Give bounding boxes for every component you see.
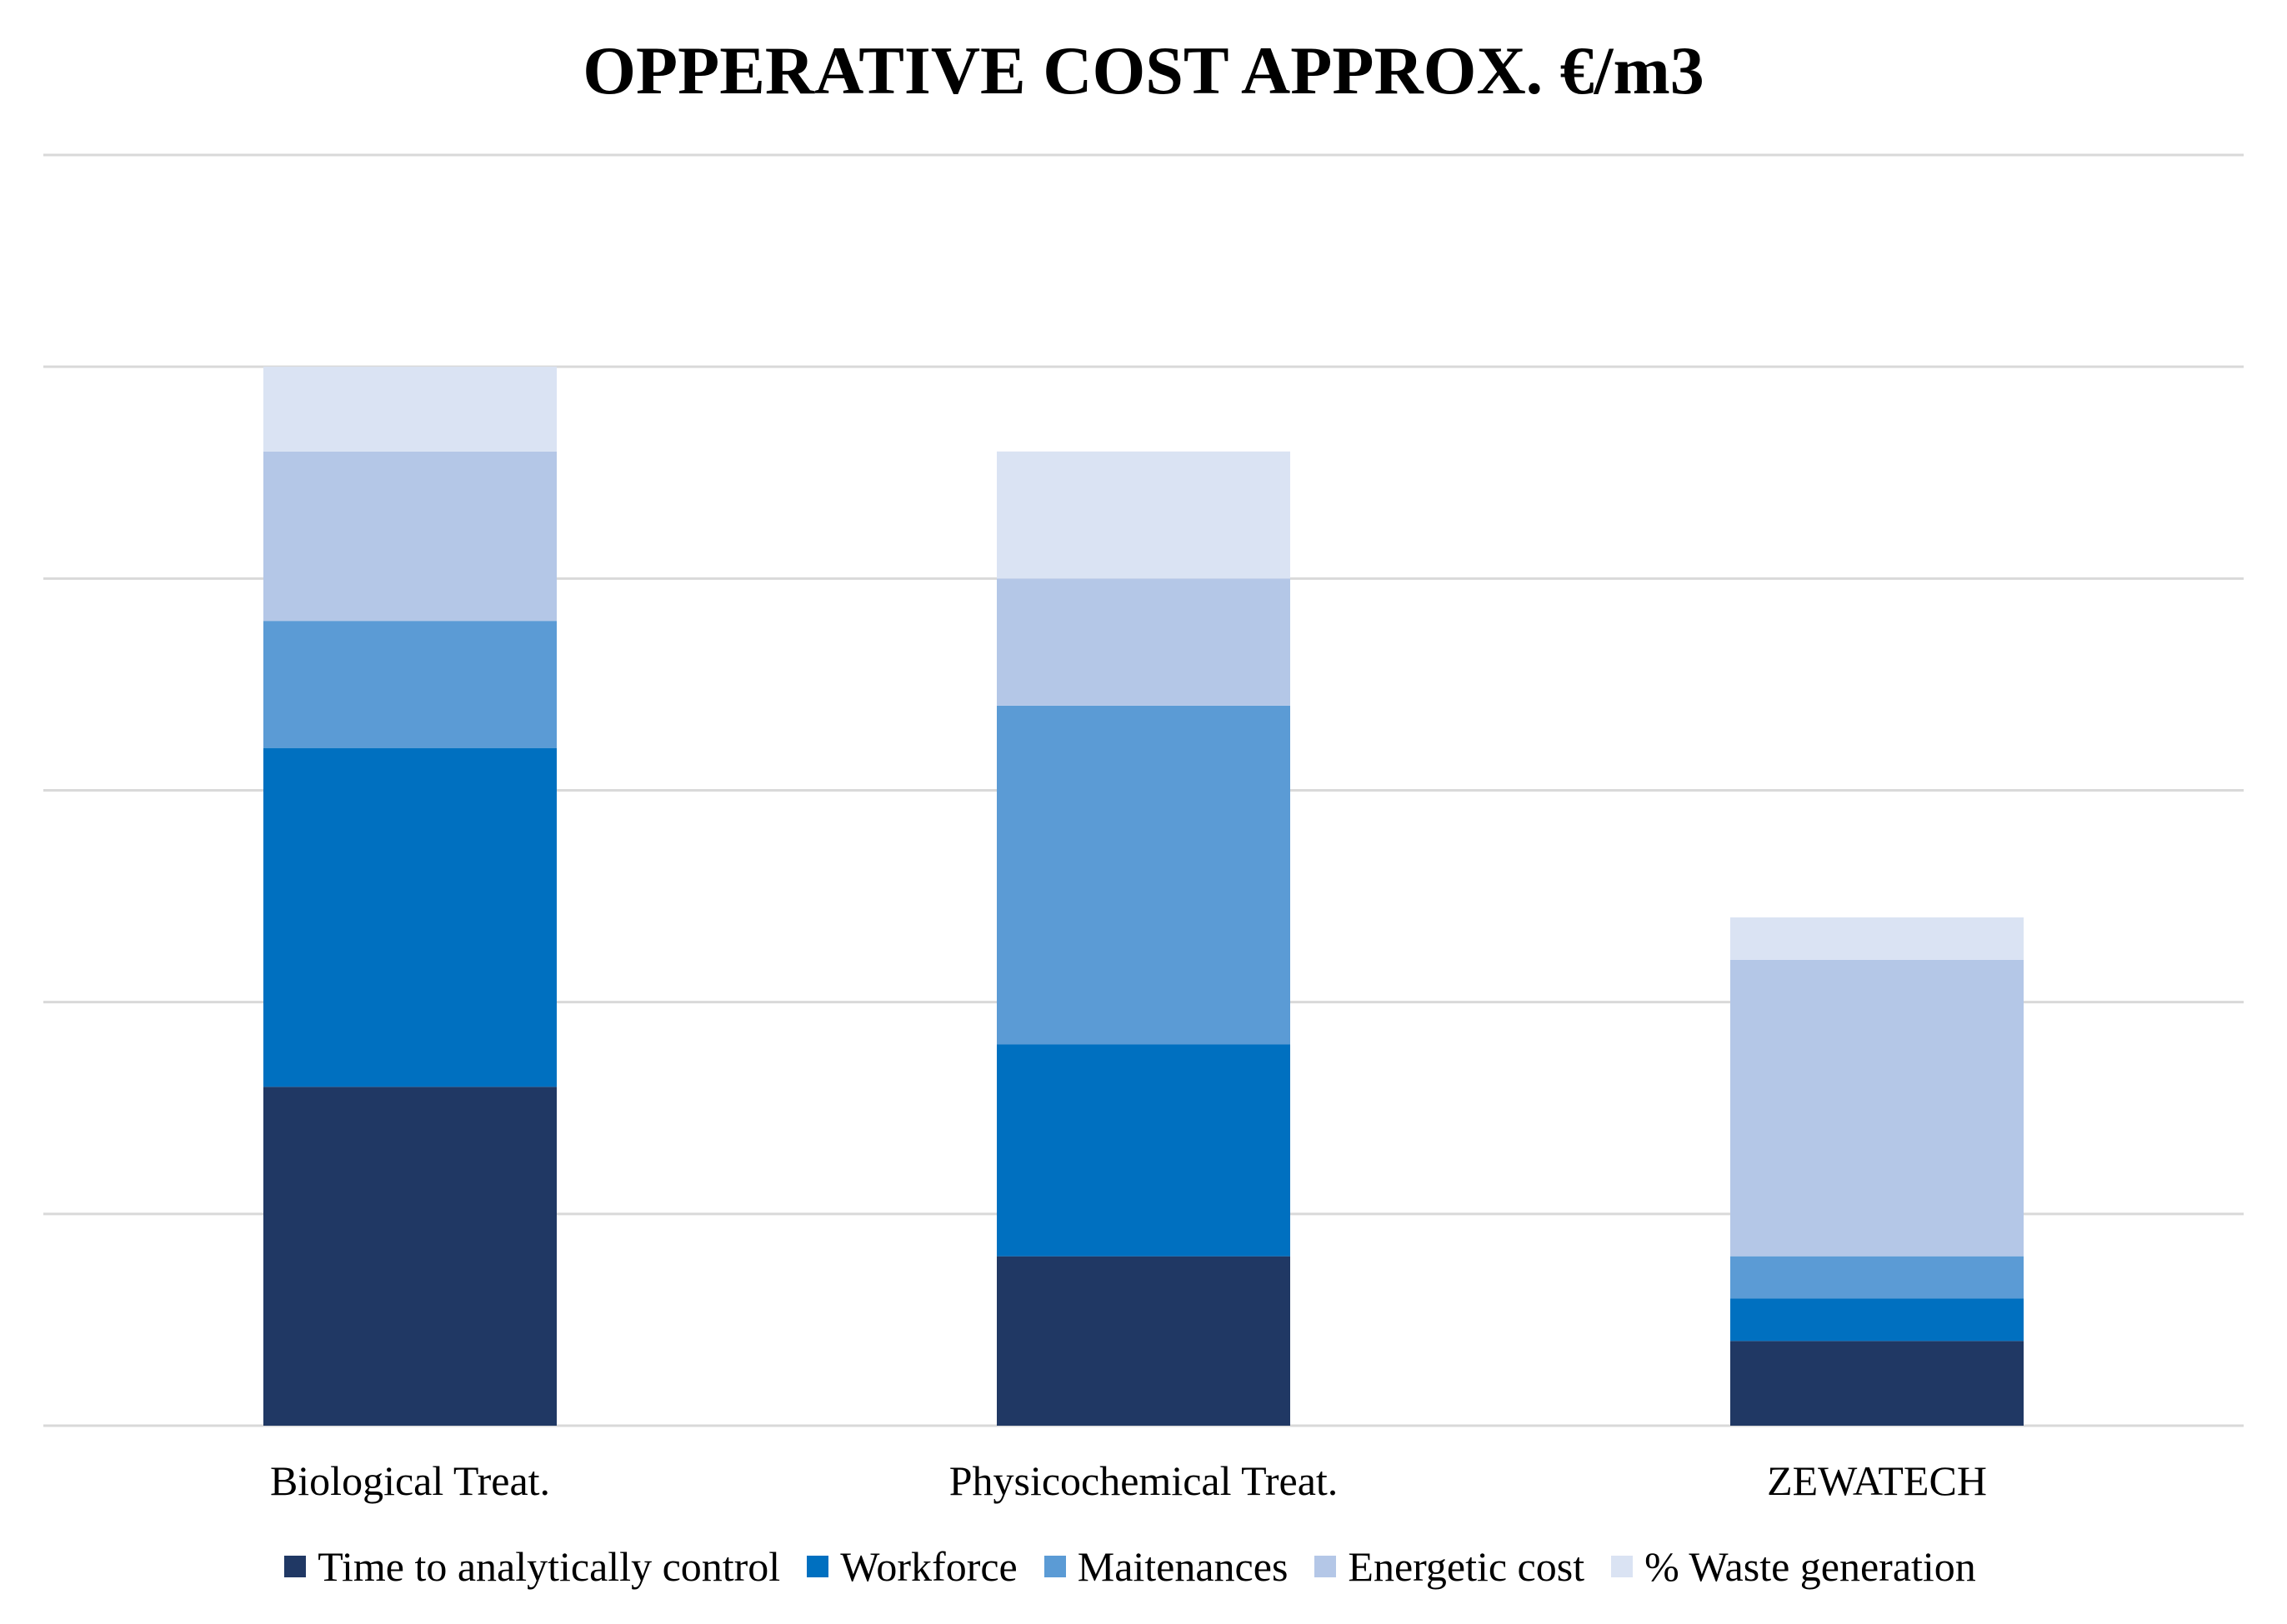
legend-item: Maitenances — [1043, 1542, 1289, 1591]
bar-segment — [263, 451, 557, 622]
bar-segment — [1730, 1341, 2024, 1426]
legend-swatch — [807, 1556, 829, 1577]
bar-segment — [1730, 917, 2024, 960]
legend-label: Time to analytically control — [318, 1543, 781, 1590]
bar-segment — [1730, 959, 2024, 1257]
chart-title: OPPERATIVE COST APPROX. €/m3 — [583, 32, 1704, 108]
legend-label: Maitenances — [1077, 1543, 1289, 1590]
bar-segment — [997, 1256, 1290, 1426]
legend-swatch — [1043, 1556, 1066, 1577]
bar-segment — [1730, 1298, 2024, 1342]
legend-swatch — [1314, 1556, 1337, 1577]
category-label: ZEWATECH — [1767, 1457, 1987, 1504]
legend: Time to analytically control Workforce Mai… — [0, 1537, 2287, 1596]
category-label: Physicochemical Treat. — [949, 1457, 1339, 1504]
bar-segment — [263, 747, 557, 1087]
category-labels: Biological Treat. Physicochemical Treat. Z… — [270, 1457, 1987, 1504]
bar-segment — [263, 1087, 557, 1426]
legend-label: % Waste generation — [1644, 1543, 1976, 1590]
bars — [263, 367, 2024, 1426]
bar-segment — [997, 578, 1290, 706]
bar-segment — [263, 621, 557, 748]
legend-item: % Waste generation — [1611, 1542, 1976, 1591]
legend-label: Workforce — [840, 1543, 1018, 1590]
legend-item: Energetic cost — [1314, 1542, 1584, 1591]
legend-swatch — [284, 1556, 307, 1577]
bar-segment — [997, 705, 1290, 1045]
legend-item: Time to analytically control — [284, 1542, 780, 1591]
legend-swatch — [1611, 1556, 1634, 1577]
bar-segment — [1730, 1256, 2024, 1299]
bar-segment — [263, 367, 557, 452]
legend-item: Workforce — [807, 1542, 1018, 1591]
legend-label: Energetic cost — [1348, 1543, 1585, 1590]
bar-segment — [997, 451, 1290, 579]
category-label: Biological Treat. — [270, 1457, 550, 1504]
bar-segment — [997, 1044, 1290, 1257]
